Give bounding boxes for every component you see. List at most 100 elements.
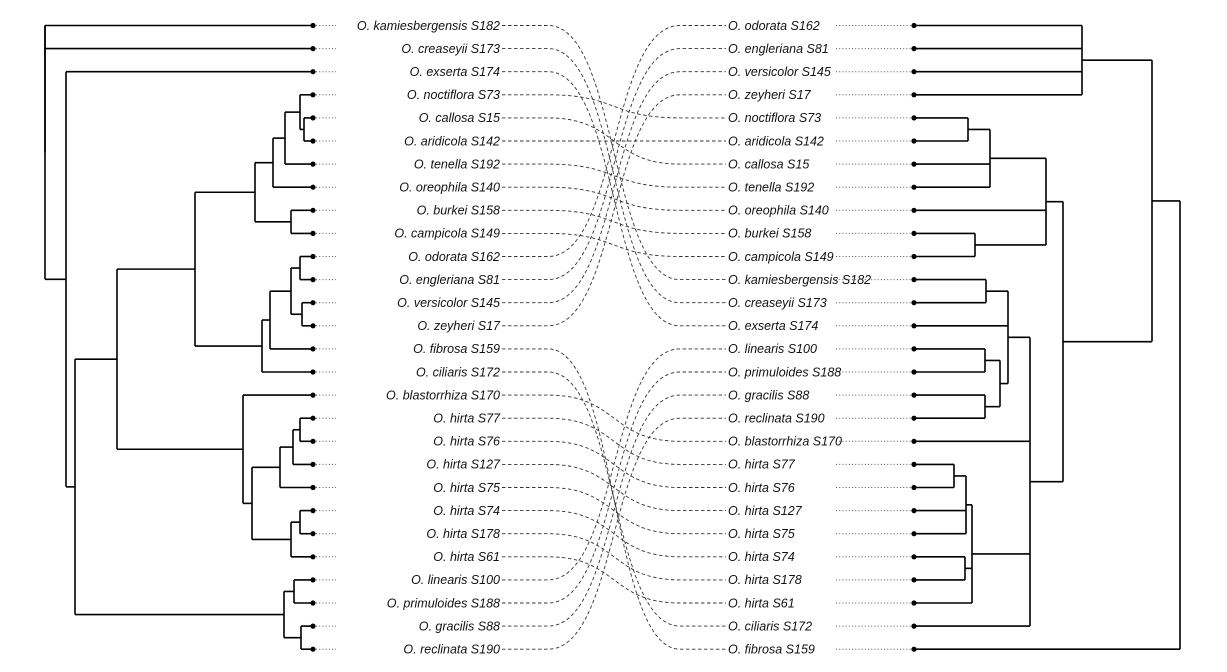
right-labels: O. odorata S162 O. engleriana S81 O. versi… — [728, 19, 871, 657]
right-tip-dot — [911, 554, 917, 560]
left-taxon-label: O. creaseyii S173 — [401, 42, 500, 56]
taxon-connector — [502, 348, 726, 650]
taxon-connector — [502, 533, 726, 581]
taxon-connector — [502, 48, 726, 304]
right-tip-dot — [911, 346, 917, 352]
left-taxon-label: O. primuloides S188 — [387, 596, 500, 610]
left-tip-dot — [310, 461, 316, 467]
right-taxon-label: O. reclinata S190 — [728, 412, 825, 426]
left-tip-dot — [310, 415, 316, 421]
left-labels: O. kamiesbergensis S182 O. creaseyii S173… — [357, 19, 501, 657]
right-tip-dot — [911, 461, 917, 467]
left-tree — [44, 22, 316, 652]
taxon-connector — [502, 71, 726, 304]
right-tip-dot — [911, 115, 917, 121]
left-tip-dot — [310, 484, 316, 491]
right-taxon-label: O. hirta S61 — [728, 596, 795, 610]
taxon-connector — [502, 417, 726, 650]
right-taxon-label: O. hirta S77 — [728, 458, 796, 472]
left-tip-dot — [310, 623, 316, 629]
taxon-connector — [502, 348, 726, 581]
right-tip-dot — [911, 300, 917, 306]
taxon-connector — [502, 163, 726, 188]
right-tree — [911, 22, 1181, 652]
left-taxon-label: O. hirta S61 — [433, 550, 500, 564]
left-taxon-label: O. hirta S178 — [426, 527, 500, 541]
left-tip-dot — [310, 438, 316, 444]
right-taxon-label: O. ciliaris S172 — [728, 619, 812, 633]
right-tip-dot — [911, 508, 917, 514]
left-taxon-label: O. hirta S127 — [426, 458, 501, 472]
taxon-connector — [502, 394, 726, 627]
left-tip-dot — [310, 161, 316, 167]
right-taxon-label: O. exserta S174 — [728, 319, 818, 333]
right-tip-dot — [911, 623, 917, 629]
right-tip-dot — [911, 577, 917, 583]
left-tip-dot — [310, 69, 316, 75]
left-taxon-label: O. zeyheri S17 — [417, 319, 501, 333]
right-taxon-label: O. oreophila S140 — [728, 204, 829, 218]
left-tip-dot — [310, 22, 316, 29]
left-taxon-label: O. noctiflora S73 — [407, 88, 500, 102]
right-tip-dot — [911, 184, 917, 190]
left-tip-dot — [310, 277, 316, 283]
left-taxon-label: O. hirta S75 — [433, 481, 500, 495]
right-tip-dot — [911, 646, 917, 652]
left-tip-dot — [310, 207, 316, 213]
left-tip-dot — [310, 300, 316, 306]
left-tip-dot — [310, 115, 316, 121]
right-taxon-label: O. hirta S74 — [728, 550, 795, 564]
left-taxon-label: O. aridicola S142 — [404, 134, 500, 148]
left-tip-dot — [310, 92, 316, 98]
right-tip-dot — [911, 277, 917, 283]
left-taxon-label: O. hirta S76 — [433, 435, 500, 449]
right-tip-dot — [911, 138, 917, 144]
left-taxon-label: O. versicolor S145 — [397, 296, 500, 310]
right-tip-dot — [911, 484, 917, 491]
left-tip-dot — [310, 554, 316, 560]
right-taxon-label: O. aridicola S142 — [728, 134, 824, 148]
left-tip-dot — [310, 369, 316, 375]
taxon-connector — [502, 25, 726, 281]
taxon-connector — [502, 371, 726, 604]
taxon-connector — [502, 394, 726, 442]
left-tip-dot — [310, 600, 316, 606]
left-tip-dot — [310, 46, 316, 52]
left-tip-dot — [310, 138, 316, 144]
left-tip-dot — [310, 577, 316, 583]
right-taxon-label: O. kamiesbergensis S182 — [728, 273, 871, 287]
left-taxon-label: O. callosa S15 — [419, 111, 500, 125]
taxon-connector — [502, 71, 726, 327]
right-taxon-label: O. odorata S162 — [728, 19, 820, 33]
left-taxon-label: O. kamiesbergensis S182 — [357, 19, 500, 33]
right-taxon-label: O. burkei S158 — [728, 227, 811, 241]
right-tip-dot — [911, 438, 917, 444]
taxon-connector — [502, 94, 726, 119]
taxon-connector — [502, 232, 726, 257]
right-tip-dot — [911, 415, 917, 421]
left-taxon-label: O. oreophila S140 — [399, 181, 500, 195]
left-taxon-label: O. blastorrhiza S170 — [386, 388, 500, 402]
right-tip-dot — [911, 600, 917, 606]
right-taxon-label: O. fibrosa S159 — [728, 643, 815, 657]
right-taxon-label: O. engleriana S81 — [728, 42, 829, 56]
left-taxon-label: O. hirta S77 — [433, 412, 501, 426]
right-taxon-label: O. blastorrhiza S170 — [728, 435, 842, 449]
left-taxon-label: O. gracilis S88 — [419, 619, 500, 633]
left-taxon-label: O. reclinata S190 — [403, 643, 500, 657]
left-tip-dot — [310, 230, 316, 236]
left-tip-dot — [310, 508, 316, 514]
taxon-connector — [502, 48, 726, 281]
right-tip-dot — [911, 46, 917, 52]
taxon-connector — [502, 25, 726, 257]
left-tip-dot — [310, 646, 316, 652]
taxon-connector — [502, 556, 726, 604]
left-taxon-label: O. burkei S158 — [417, 204, 500, 218]
right-taxon-label: O. hirta S178 — [728, 573, 802, 587]
taxon-connector — [502, 94, 726, 327]
left-taxon-label: O. fibrosa S159 — [413, 342, 500, 356]
right-taxon-label: O. versicolor S145 — [728, 65, 831, 79]
right-tip-dot — [911, 392, 917, 398]
taxon-connector — [502, 417, 726, 465]
